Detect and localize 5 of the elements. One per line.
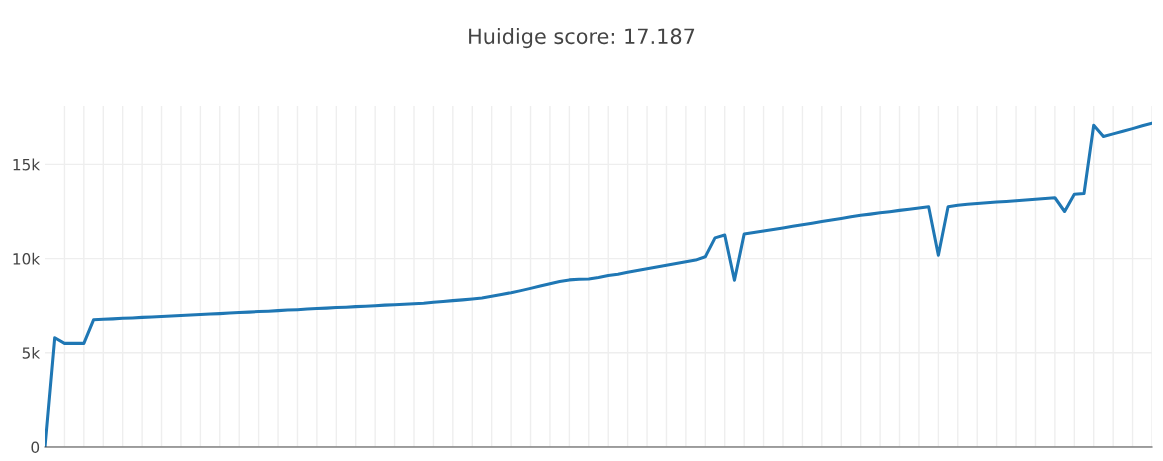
chart-title: Huidige score: 17.187 bbox=[469, 28, 695, 49]
y-tick-label: 0 bbox=[31, 441, 40, 454]
y-tick-label: 10k bbox=[13, 252, 41, 265]
y-tick-label: 15k bbox=[13, 158, 41, 171]
y-tick-label: 5k bbox=[22, 347, 41, 359]
